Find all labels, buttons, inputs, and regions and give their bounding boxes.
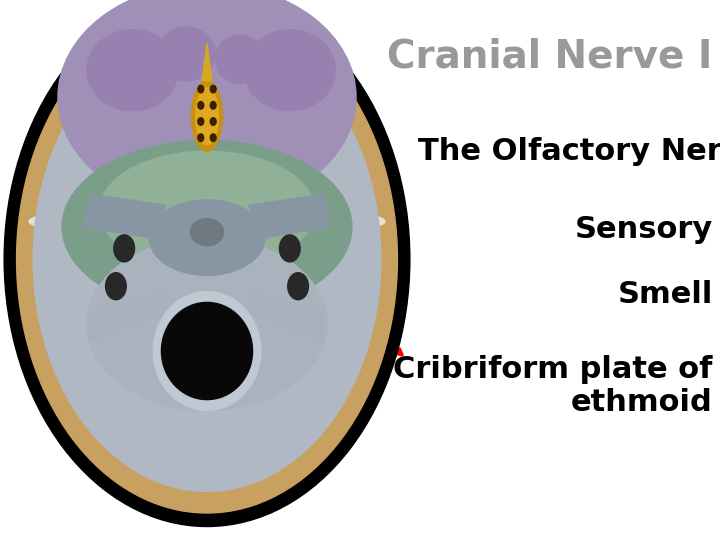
Ellipse shape (149, 200, 265, 275)
Polygon shape (83, 194, 166, 238)
Ellipse shape (17, 5, 397, 513)
Ellipse shape (4, 0, 410, 526)
Circle shape (288, 273, 308, 300)
Ellipse shape (87, 238, 327, 410)
Circle shape (210, 85, 216, 93)
Text: Sensory: Sensory (575, 215, 713, 244)
Text: Cranial Nerve I: Cranial Nerve I (387, 38, 713, 76)
Polygon shape (91, 292, 166, 340)
Circle shape (106, 273, 126, 300)
Ellipse shape (196, 87, 218, 145)
Circle shape (198, 134, 204, 141)
Ellipse shape (33, 27, 381, 491)
Polygon shape (202, 43, 212, 81)
Ellipse shape (161, 302, 253, 400)
Text: The Olfactory Nerve: The Olfactory Nerve (418, 137, 720, 166)
Circle shape (210, 134, 216, 141)
Circle shape (198, 118, 204, 125)
Ellipse shape (215, 35, 265, 84)
Text: Smell: Smell (618, 280, 713, 309)
Ellipse shape (190, 219, 223, 246)
Ellipse shape (29, 205, 385, 238)
Ellipse shape (62, 140, 352, 313)
Ellipse shape (153, 292, 261, 410)
Ellipse shape (157, 27, 215, 81)
Ellipse shape (99, 151, 315, 270)
Ellipse shape (58, 0, 356, 211)
Polygon shape (248, 194, 331, 238)
Ellipse shape (192, 81, 222, 151)
Ellipse shape (244, 30, 336, 111)
Circle shape (210, 118, 216, 125)
Circle shape (210, 102, 216, 109)
Circle shape (198, 102, 204, 109)
Circle shape (198, 85, 204, 93)
Circle shape (114, 235, 135, 262)
Ellipse shape (87, 30, 178, 111)
Circle shape (279, 235, 300, 262)
Text: Cribriform plate of
ethmoid: Cribriform plate of ethmoid (393, 355, 713, 417)
Polygon shape (248, 292, 323, 340)
